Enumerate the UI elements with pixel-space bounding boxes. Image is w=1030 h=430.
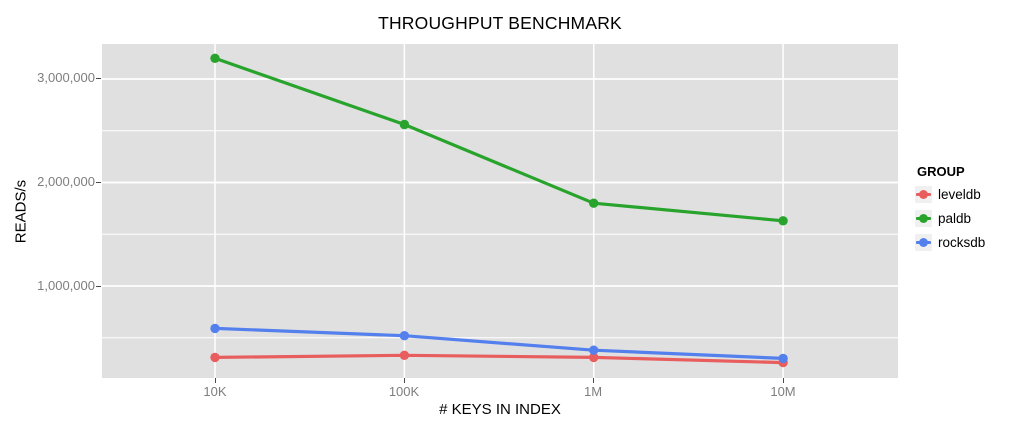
legend-item-paldb: paldb [915,210,1027,227]
x-tickmark [593,378,594,383]
x-tickmark [783,378,784,383]
legend-title: GROUP [917,164,965,179]
y-tickmark [96,78,101,79]
data-point-leveldb [589,352,599,363]
plot-panel [102,44,898,378]
series-line-leveldb [213,353,785,365]
data-point-leveldb [399,350,410,360]
chart-title: THROUGHPUT BENCHMARK [378,13,622,33]
legend-label: rocksdb [938,235,986,250]
point-glyph-icon [919,238,928,247]
legend-item-rocksdb: rocksdb [915,234,1027,251]
data-point-paldb [778,216,788,226]
legend-key-leveldb [915,186,932,203]
legend-key-rocksdb [915,234,932,251]
series-line-paldb [213,56,785,223]
legend-label: paldb [938,211,972,226]
x-tickmark [404,378,405,383]
x-tickmark [215,378,216,383]
y-tick-label-3m: 3,000,000 [37,70,95,85]
legend: GROUP leveldb paldb rocksdb [915,164,1027,258]
data-point-rocksdb [778,353,788,364]
data-point-rocksdb [589,345,599,355]
series-line-rocksdb [213,326,785,360]
x-tick-label-100k: 100K [388,384,420,399]
legend-label: leveldb [938,187,981,202]
x-axis-title: # KEYS IN INDEX [439,401,561,418]
panel-background [102,44,898,378]
y-tickmark [96,286,101,287]
data-point-paldb [210,53,220,63]
data-point-paldb [589,198,599,208]
x-tick-label-10k: 10K [203,384,227,399]
data-point-rocksdb [210,323,220,334]
data-point-leveldb [210,352,220,363]
data-point-paldb [399,119,410,130]
point-glyph-icon [919,214,928,223]
x-tick-label-1m: 1M [583,384,603,399]
legend-key-paldb [915,210,932,227]
point-glyph-icon [919,190,928,199]
y-tick-label-2m: 2,000,000 [37,174,95,189]
y-tick-label-1m: 1,000,000 [37,278,95,293]
y-tickmark [96,182,101,183]
legend-item-leveldb: leveldb [915,186,1027,203]
x-tick-label-10m: 10M [770,384,796,399]
data-point-rocksdb [399,331,410,341]
